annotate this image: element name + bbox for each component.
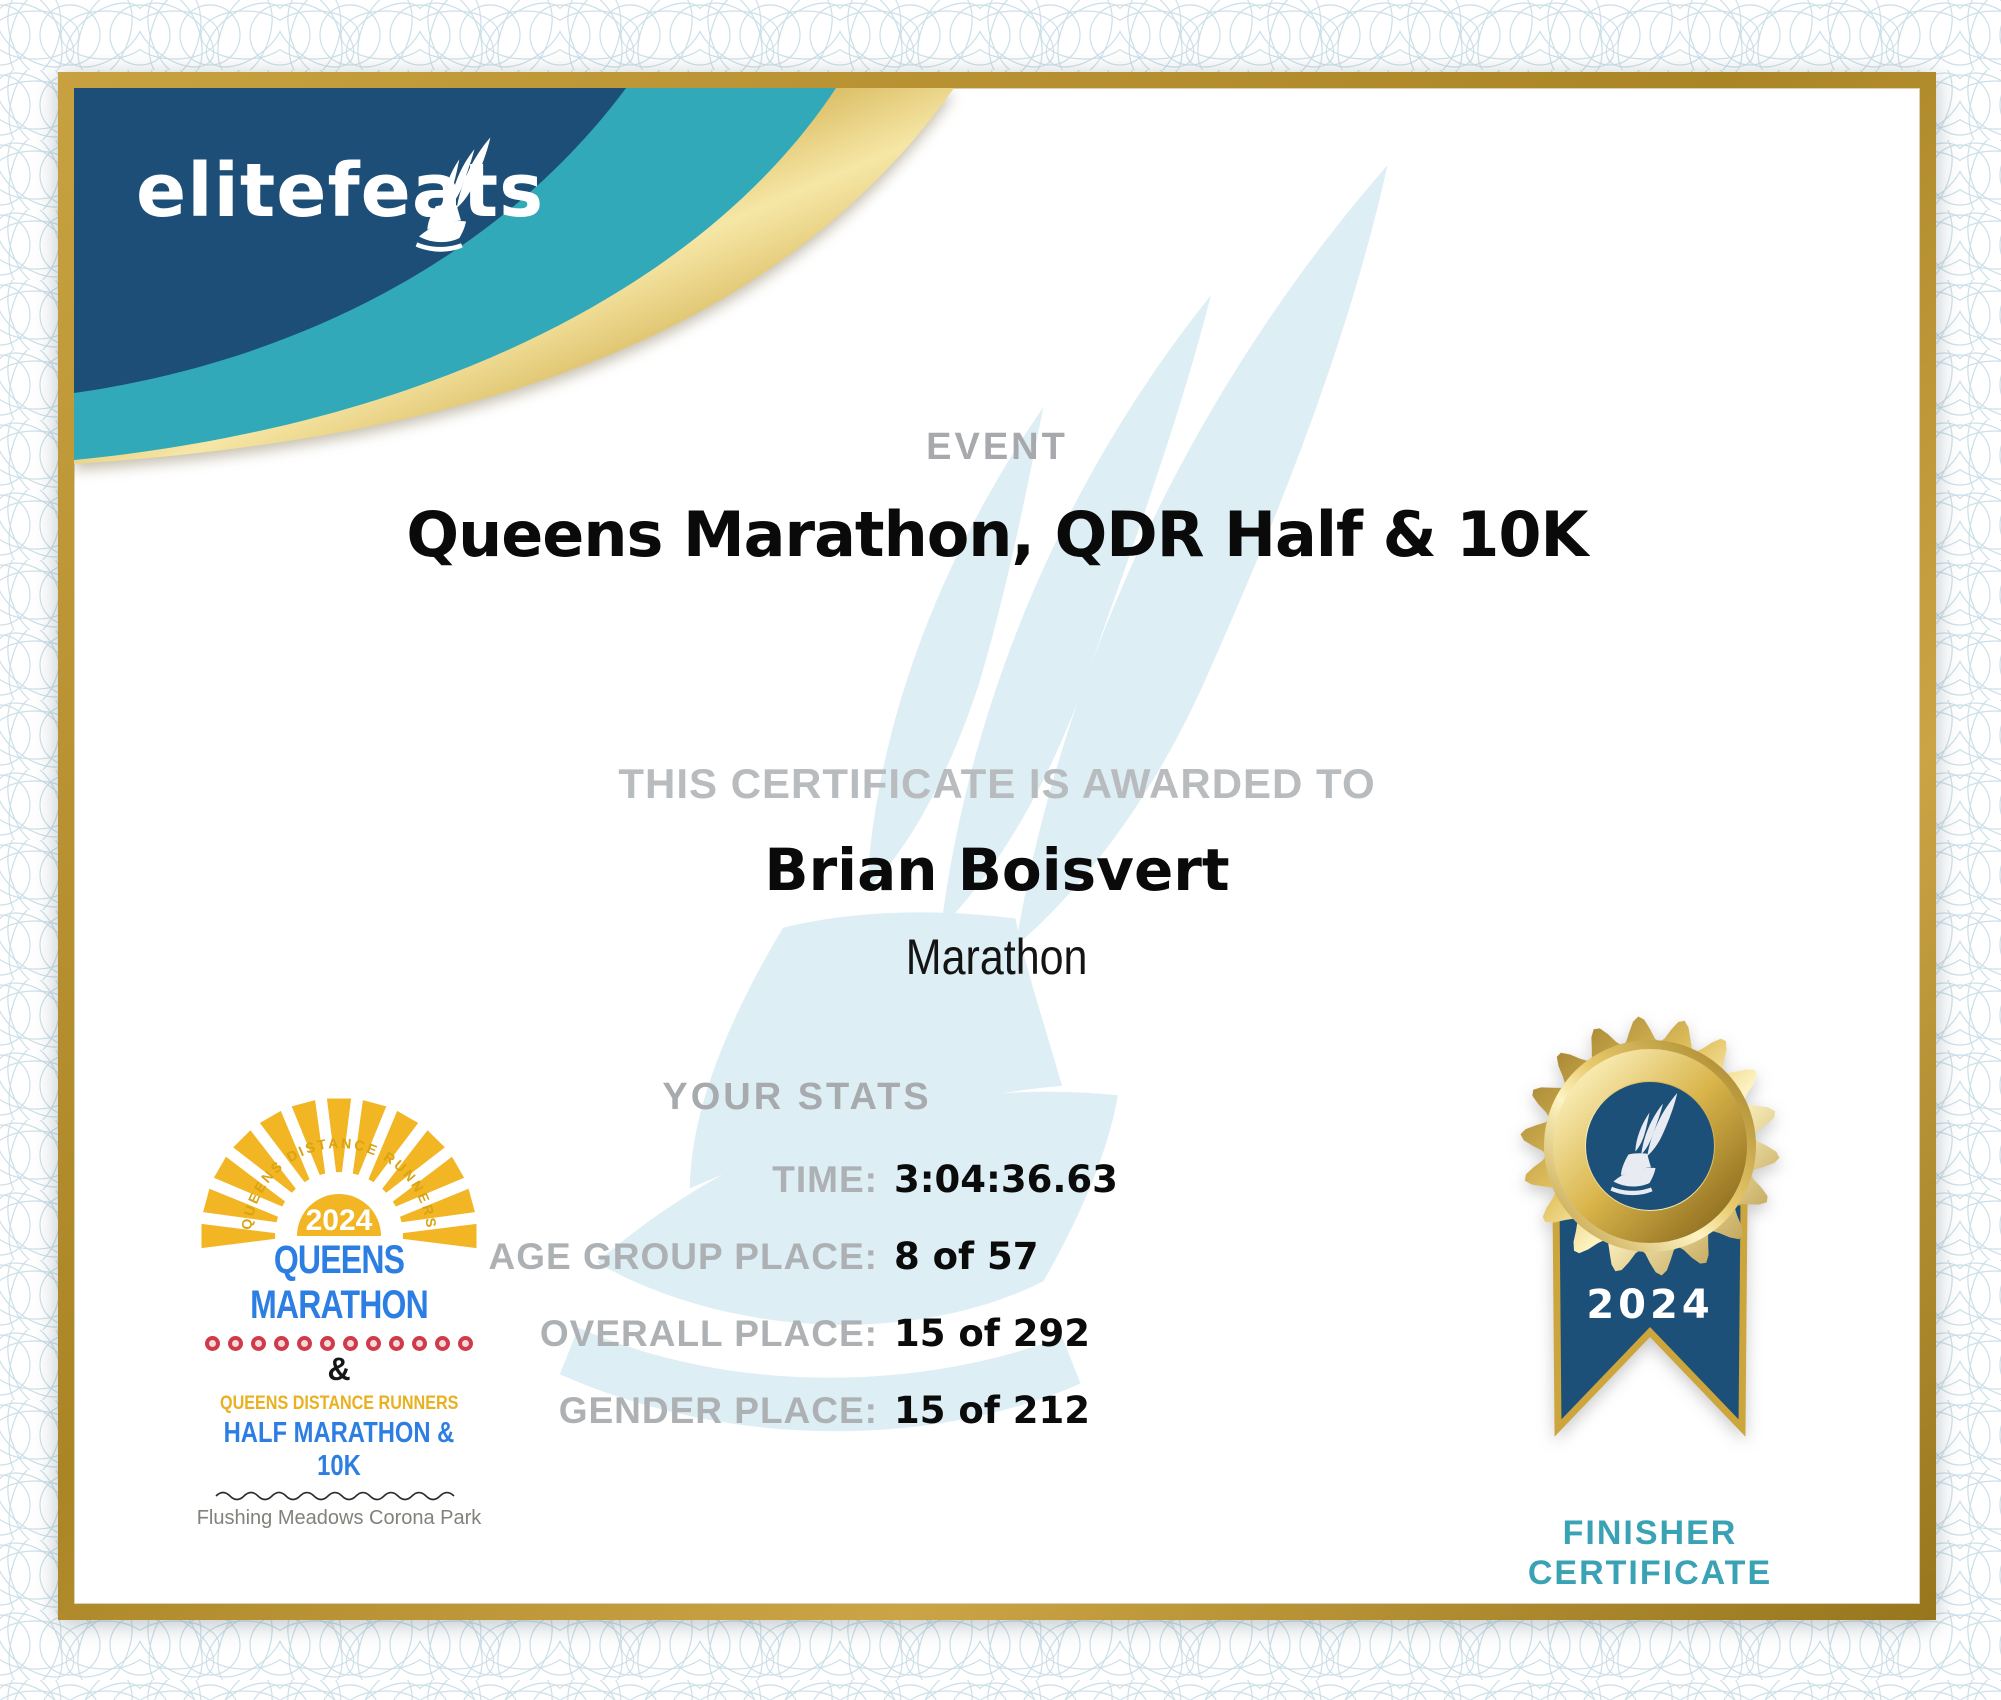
winged-foot-logo-icon (415, 137, 491, 252)
finisher-medal: 2024 FINISHER CERTIFICATE (1490, 996, 1810, 1604)
recipient-name: Brian Boisvert (764, 836, 1230, 904)
race-logo: QUEENS DISTANCE RUNNERS 2024 QUEENS MARA… (184, 1088, 494, 1530)
medal-badge-icon: 2024 (1520, 1016, 1780, 1437)
race-logo-distances-text: HALF MARATHON & 10K (223, 1416, 455, 1482)
sun-rays-icon (201, 1098, 477, 1249)
race-logo-year: 2024 (306, 1204, 373, 1237)
stat-value: 15 of 212 (894, 1389, 1091, 1432)
decorative-dot (228, 1336, 243, 1351)
decorative-dot (412, 1336, 427, 1351)
race-logo-distances: HALF MARATHON & 10K (184, 1417, 494, 1483)
stats-heading: YOUR STATS (662, 1076, 932, 1118)
finisher-caption-line1: FINISHER (1562, 1514, 1738, 1552)
race-logo-subtitle: QUEENS DISTANCE RUNNERS (184, 1393, 494, 1415)
stat-row-age-group-place: AGE GROUP PLACE: 8 of 57 (318, 1235, 1468, 1312)
decorative-dot (389, 1336, 404, 1351)
gold-frame: elitefeats EVENT Queens Marathon, QDR Ha… (58, 72, 1936, 1620)
decorative-dots-row (184, 1336, 494, 1351)
stat-label: AGE GROUP PLACE: (488, 1236, 878, 1277)
navy-swoosh (74, 88, 626, 393)
race-logo-subtitle-text: QUEENS DISTANCE RUNNERS (219, 1392, 459, 1414)
decorative-dot (435, 1336, 450, 1351)
wavy-divider (215, 1491, 455, 1500)
stat-row-time: TIME: 3:04:36.63 (318, 1158, 1468, 1235)
division-text: Marathon (906, 929, 1088, 985)
stat-value: 3:04:36.63 (894, 1158, 1118, 1201)
stats-block: TIME: 3:04:36.63 AGE GROUP PLACE: 8 of 5… (318, 1158, 1468, 1466)
decorative-dot (320, 1336, 335, 1351)
sunburst-icon: QUEENS DISTANCE RUNNERS 2024 (201, 1098, 477, 1249)
medal-year: 2024 (1586, 1282, 1713, 1328)
stat-label: OVERALL PLACE: (539, 1313, 878, 1354)
stat-label: GENDER PLACE: (558, 1390, 878, 1431)
stat-label: TIME: (772, 1159, 878, 1200)
event-title: Queens Marathon, QDR Half & 10K (406, 498, 1588, 571)
race-logo-title: QUEENS MARATHON (184, 1238, 494, 1328)
race-logo-ampersand: & (327, 1351, 351, 1387)
decorative-dot (205, 1336, 220, 1351)
decorative-dot (274, 1336, 289, 1351)
decorative-dot (366, 1336, 381, 1351)
certificate-body: elitefeats EVENT Queens Marathon, QDR Ha… (74, 88, 1920, 1604)
division-name: Marathon (74, 928, 1920, 986)
race-venue: Flushing Meadows Corona Park (196, 1506, 482, 1529)
decorative-dot (297, 1336, 312, 1351)
stat-value: 8 of 57 (894, 1235, 1039, 1278)
stat-row-gender-place: GENDER PLACE: 15 of 212 (318, 1389, 1468, 1466)
sun-disc-icon (297, 1194, 381, 1236)
event-label: EVENT (926, 426, 1068, 468)
decorative-dot (251, 1336, 266, 1351)
stat-row-overall-place: OVERALL PLACE: 15 of 292 (318, 1312, 1468, 1389)
header-swoosh (74, 88, 954, 464)
awarded-label: THIS CERTIFICATE IS AWARDED TO (618, 760, 1376, 807)
finisher-caption-line2: CERTIFICATE (1527, 1554, 1773, 1592)
decorative-dot (343, 1336, 358, 1351)
stat-value: 15 of 292 (894, 1312, 1091, 1355)
race-logo-title-text: QUEENS MARATHON (250, 1238, 429, 1327)
decorative-dot (458, 1336, 473, 1351)
